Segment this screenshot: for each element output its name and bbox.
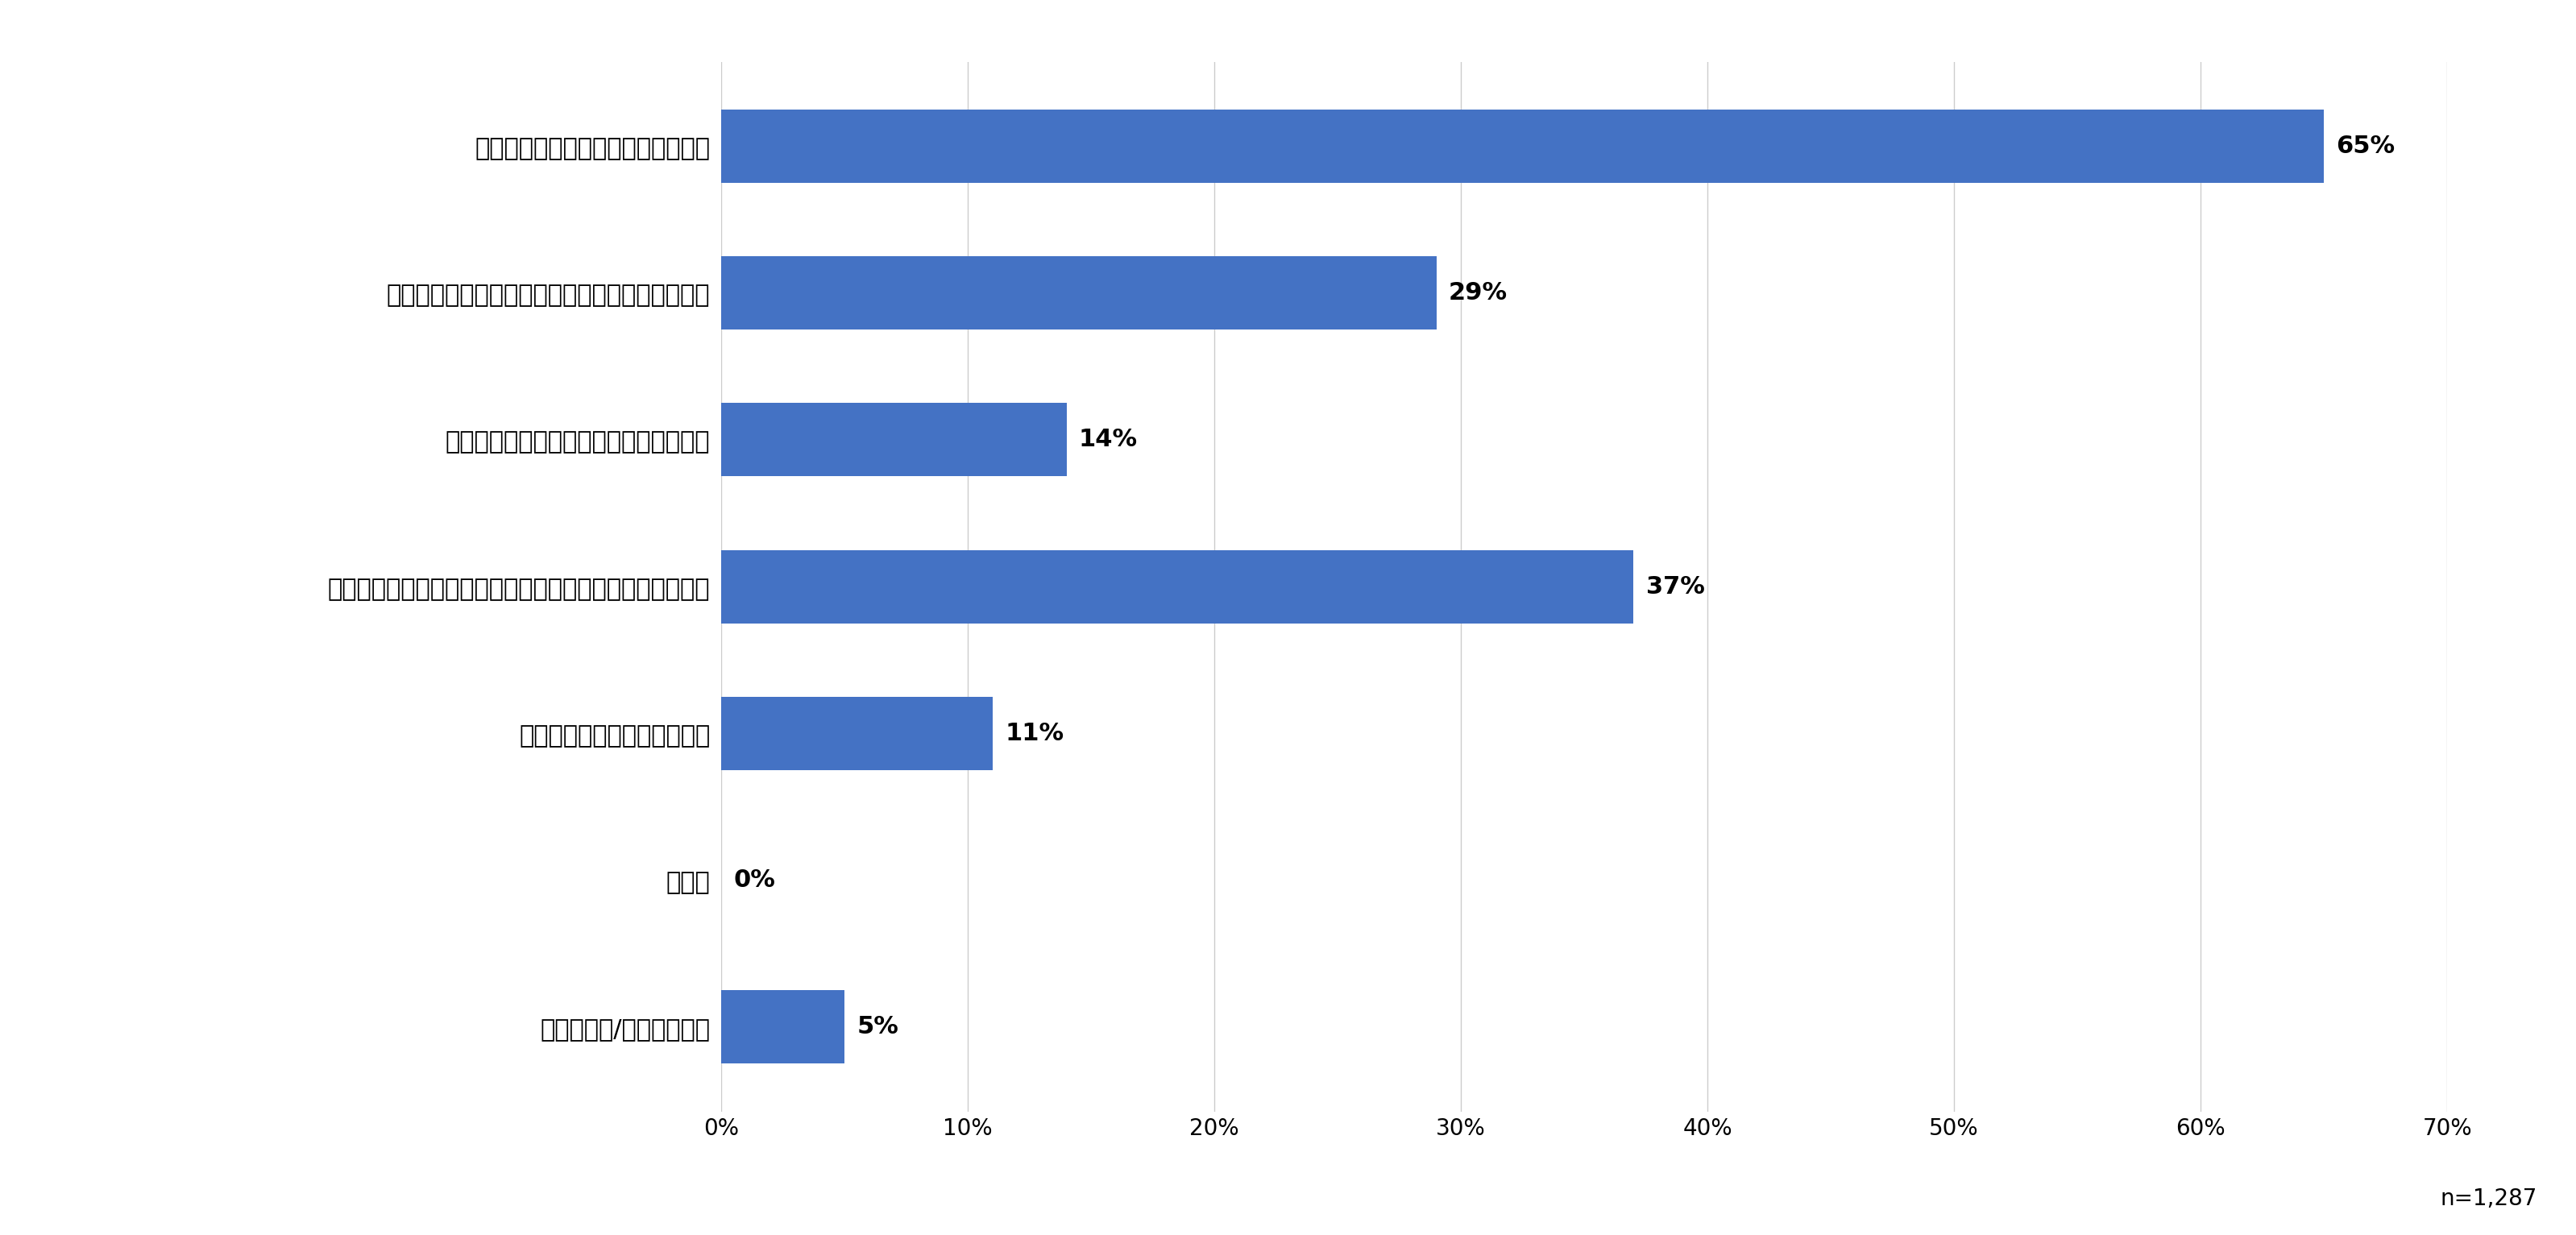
Bar: [721, 990, 845, 1063]
Text: 65%: 65%: [2336, 135, 2396, 158]
Text: 0%: 0%: [734, 868, 775, 892]
Text: 5%: 5%: [858, 1015, 899, 1039]
Bar: [721, 257, 1437, 330]
Text: n=1,287: n=1,287: [2439, 1188, 2537, 1210]
Text: 11%: 11%: [1005, 721, 1064, 745]
Text: 14%: 14%: [1079, 429, 1139, 452]
Text: 29%: 29%: [1448, 282, 1507, 305]
Bar: [721, 550, 1633, 624]
Bar: [721, 403, 1066, 477]
Bar: [721, 110, 2324, 183]
Text: 37%: 37%: [1646, 576, 1705, 598]
Bar: [721, 697, 992, 771]
